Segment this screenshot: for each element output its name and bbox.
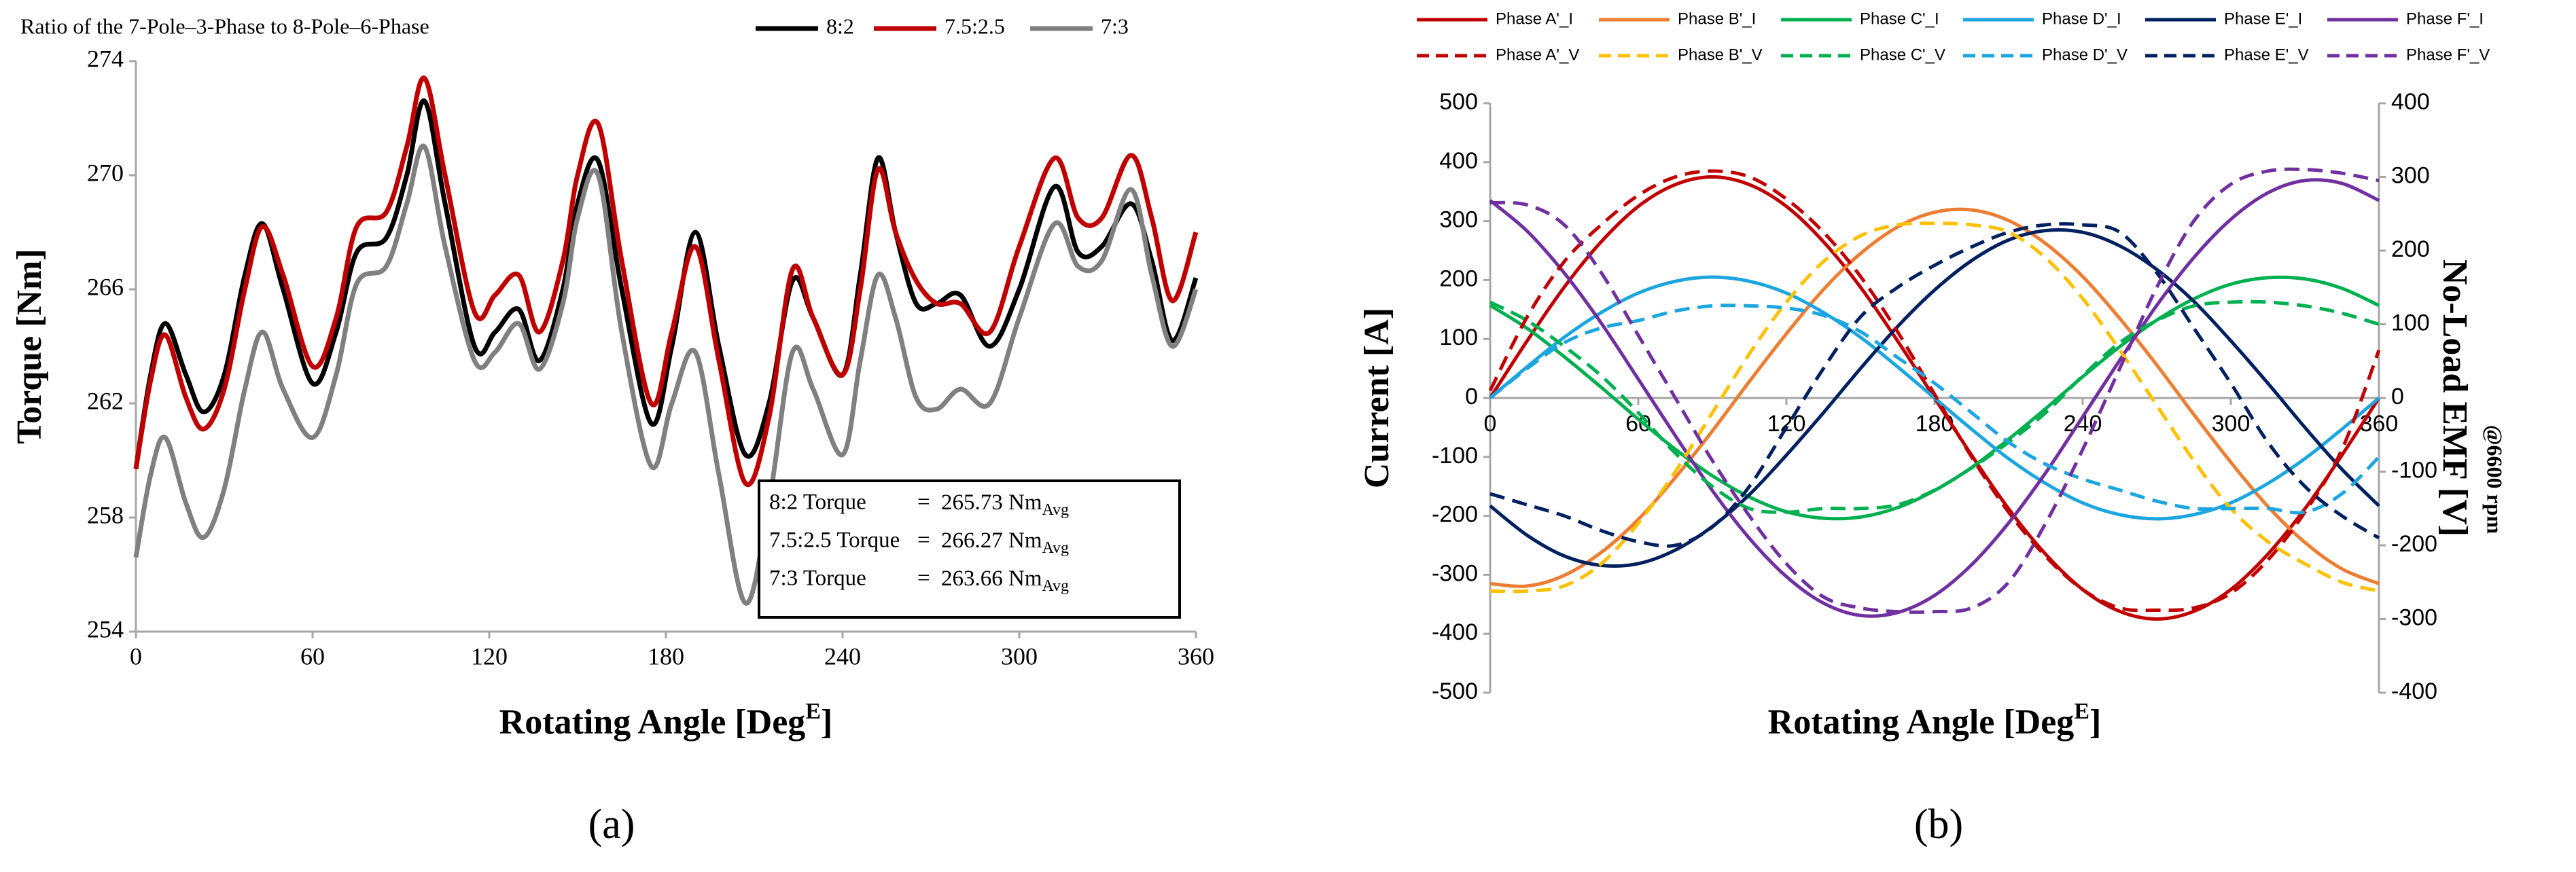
series-line	[1488, 169, 2381, 613]
annotation-sub: Avg	[1042, 539, 1070, 557]
y-tick-label: 254	[87, 615, 124, 642]
y-tick-label: 500	[1439, 89, 1478, 115]
y-tick-label: 200	[1439, 266, 1478, 291]
y-tick-label: -300	[1432, 560, 1478, 586]
series-line	[1489, 275, 2380, 521]
x-axis-title-part: ]	[2089, 703, 2101, 742]
y2-axis-title: No-Load EMF [V]	[2435, 259, 2474, 537]
y-tick-label: 258	[87, 501, 124, 528]
annotation-value: 263.66 NmAvg	[941, 566, 1069, 595]
y2-tick-label: -100	[2391, 457, 2437, 483]
annotation-label: 7:3 Torque	[769, 566, 866, 591]
x-axis-title: Rotating Angle [DegE]	[1768, 699, 2102, 742]
x-tick-label: 240	[824, 642, 861, 670]
x-tick-label: 300	[2212, 411, 2251, 437]
legend-label: Phase E'_V	[2224, 46, 2309, 64]
y-axis-title: Torque [Nm]	[10, 249, 49, 443]
annotation-sub: Avg	[1042, 501, 1070, 519]
y2-tick-label: -300	[2391, 604, 2437, 630]
legend-label: Phase B'_V	[1678, 46, 1763, 64]
legend-label: Phase C'_I	[1860, 10, 1939, 28]
series-line	[1489, 222, 2380, 548]
series-line	[1489, 178, 2380, 618]
y-tick-label: -400	[1432, 619, 1478, 645]
y-tick-label: -500	[1432, 678, 1478, 704]
y-tick-label: 266	[87, 273, 124, 300]
x-axis-title-sup: E	[805, 699, 821, 724]
annotation-value-text: 266.27 Nm	[941, 528, 1042, 553]
annotation-eq: =	[917, 528, 930, 553]
series-line	[1489, 228, 2380, 568]
legend-label: 7.5:2.5	[945, 14, 1005, 38]
series-line	[1489, 167, 2380, 614]
legend-label: Phase E'_I	[2224, 10, 2302, 28]
x-tick-label: 0	[1484, 411, 1497, 437]
legend-label: Phase D'_I	[2042, 10, 2121, 28]
y2-tick-label: 300	[2391, 162, 2430, 188]
panel-label: (b)	[1914, 801, 1963, 848]
y2-tick-label: 0	[2391, 384, 2404, 410]
x-tick-label: 300	[1001, 642, 1038, 670]
annotation-value: 266.27 NmAvg	[941, 528, 1069, 557]
y2-tick-label: 100	[2391, 310, 2430, 335]
series-line	[133, 143, 1199, 606]
panel-label: (a)	[588, 801, 635, 848]
x-axis-title-part: Rotating Angle [Deg	[499, 703, 806, 742]
x-tick-label: 180	[648, 642, 684, 670]
annotation-label: 7.5:2.5 Torque	[769, 528, 900, 553]
y-tick-label: -200	[1432, 502, 1478, 528]
y-tick-label: 0	[1465, 384, 1478, 410]
legend-label: Phase A'_I	[1496, 10, 1573, 28]
legend-label: 8:2	[826, 14, 854, 38]
y-axis-title: Current [A]	[1358, 308, 1396, 488]
y-tick-label: 274	[87, 45, 124, 72]
x-tick-label: 360	[2360, 411, 2399, 437]
legend-label: Phase A'_V	[1496, 46, 1579, 64]
y-tick-label: 270	[87, 159, 124, 186]
legend-label: 7:3	[1101, 14, 1129, 38]
y2-tick-label: 400	[2391, 89, 2430, 115]
y2-axis-subtitle: @6600 rpm	[2483, 425, 2507, 534]
legend-label: Phase D'_V	[2042, 46, 2128, 64]
series-line	[1489, 299, 2380, 514]
legend-label: Phase B'_I	[1678, 10, 1756, 28]
series-line	[133, 75, 1199, 488]
annotation-value-text: 263.66 Nm	[941, 566, 1042, 591]
x-tick-label: 60	[300, 642, 325, 670]
annotation-eq: =	[917, 566, 930, 591]
y-tick-label: 100	[1439, 325, 1478, 350]
x-tick-label: 120	[471, 642, 508, 670]
x-tick-label: 360	[1178, 642, 1214, 670]
y-tick-label: 400	[1439, 148, 1478, 174]
annotation-eq: =	[917, 490, 930, 515]
annotation-sub: Avg	[1042, 577, 1070, 595]
annotation-value: 265.73 NmAvg	[941, 490, 1069, 519]
legend-label: Phase F'_I	[2406, 10, 2484, 28]
x-tick-label: 120	[1767, 411, 1806, 437]
series-line	[1489, 221, 2380, 594]
y-tick-label: -100	[1432, 443, 1478, 469]
series-line	[133, 98, 1199, 470]
x-axis-title-part: ]	[821, 703, 832, 742]
chart-title: Ratio of the 7-Pole–3-Phase to 8-Pole–6-…	[20, 14, 429, 38]
y2-tick-label: 200	[2391, 236, 2430, 262]
x-axis-title-part: Rotating Angle [Deg	[1768, 703, 2075, 742]
x-axis-title-sup: E	[2074, 699, 2089, 724]
legend-label: Phase C'_V	[1860, 46, 1945, 64]
legend-label: Phase F'_V	[2406, 46, 2490, 64]
annotation-box	[758, 479, 1181, 619]
y-tick-label: 300	[1439, 207, 1478, 233]
y-tick-label: 262	[87, 387, 124, 414]
annotation-value-text: 265.73 Nm	[941, 490, 1042, 515]
y2-tick-label: -400	[2391, 678, 2437, 704]
y2-tick-label: -200	[2391, 531, 2437, 557]
series-line	[1489, 304, 2380, 515]
annotation-label: 8:2 Torque	[769, 490, 866, 515]
x-tick-label: 0	[130, 642, 142, 670]
x-axis-title: Rotating Angle [DegE]	[499, 699, 833, 742]
